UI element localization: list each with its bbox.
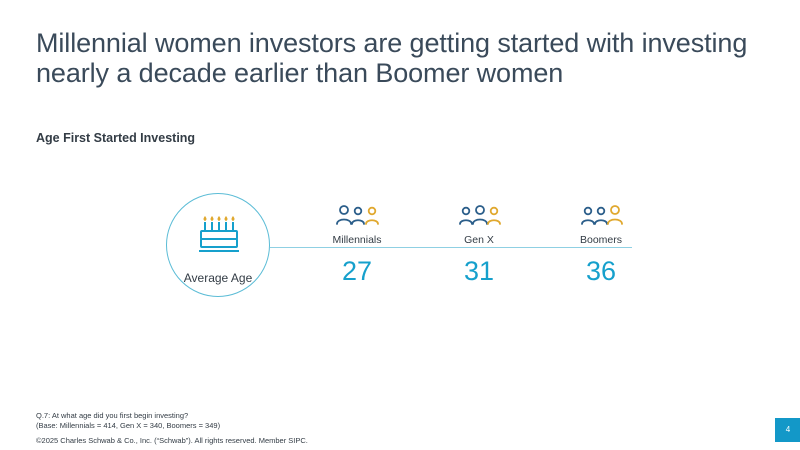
page-title: Millennial women investors are getting s…: [36, 28, 756, 88]
birthday-cake-icon: [199, 216, 239, 252]
section-subtitle: Age First Started Investing: [36, 131, 196, 145]
generation-millennials: Millennials 27: [297, 204, 417, 294]
divider-line: [270, 246, 632, 248]
generation-gen-x: Gen X 31: [419, 204, 539, 294]
people-group-icon: [336, 205, 379, 225]
average-age-value: 27: [341, 256, 373, 286]
generation-label: Millennials: [332, 234, 382, 246]
generation-label: Gen X: [464, 234, 494, 246]
generation-label: Boomers: [579, 234, 622, 246]
page-number: 4: [775, 418, 800, 442]
footnote-question: Q.7: At what age did you first begin inv…: [36, 411, 189, 420]
average-age-label: Average Age: [183, 271, 253, 285]
average-age-value: 36: [585, 256, 617, 286]
title-line-1: Millennial women investors are getting s…: [36, 28, 748, 58]
copyright-notice: ©2025 Charles Schwab & Co., Inc. (“Schwa…: [36, 436, 308, 445]
footnote: Q.7: At what age did you first begin inv…: [36, 411, 220, 430]
people-group-icon: [459, 205, 501, 225]
title-line-2: nearly a decade earlier than Boomer wome…: [36, 58, 564, 88]
average-age-circle: Average Age: [166, 193, 270, 297]
generation-boomers: Boomers 36: [541, 204, 661, 294]
people-group-icon: [581, 205, 623, 225]
footnote-base: (Base: Millennials = 414, Gen X = 340, B…: [36, 420, 221, 430]
average-age-value: 31: [463, 256, 495, 286]
